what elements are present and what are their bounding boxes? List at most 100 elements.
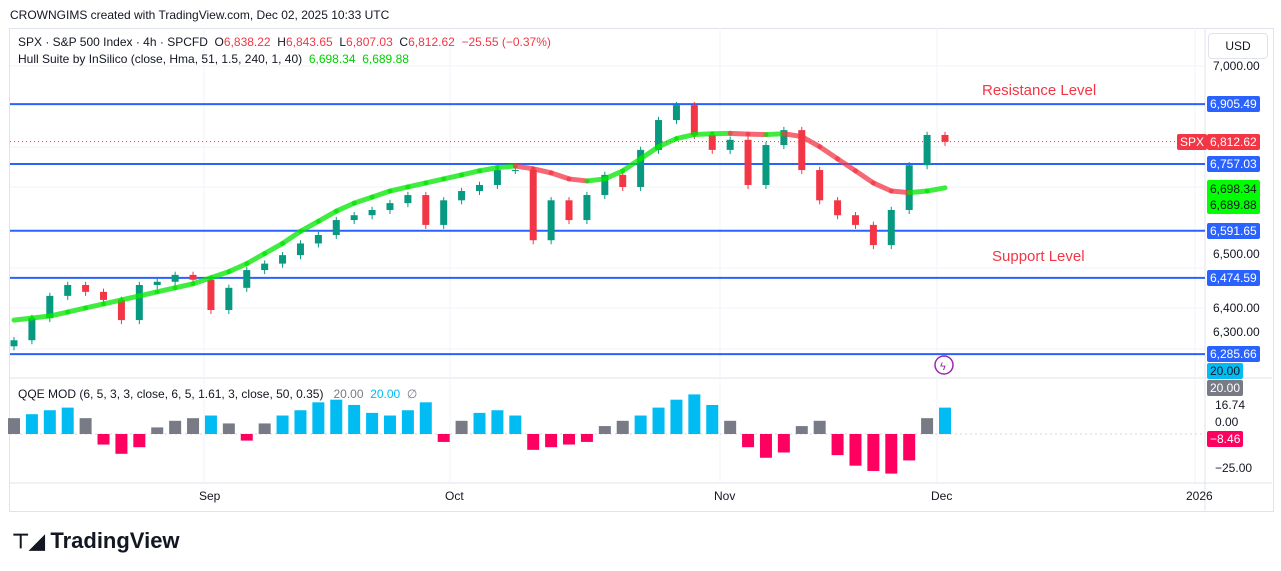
candle-body — [261, 263, 269, 271]
low-label: L — [339, 35, 347, 49]
candle-body — [798, 130, 806, 171]
candle-body — [10, 340, 18, 347]
candle-body — [887, 209, 895, 246]
hull-segment — [835, 156, 858, 174]
hull-segment — [673, 132, 697, 142]
hull-segment — [369, 188, 393, 200]
hull-segment — [870, 180, 894, 194]
level-price-label: 6,591.65 — [1207, 222, 1260, 239]
candle-body — [153, 281, 161, 285]
qqe-histogram-bar — [634, 415, 647, 434]
hull-segment — [888, 188, 912, 196]
candle-body — [314, 234, 322, 244]
qqe-histogram-bar — [348, 404, 361, 434]
hull-segment — [315, 208, 339, 224]
qqe-histogram-bar — [509, 415, 522, 434]
hull-segment — [65, 305, 89, 315]
level-price-label: 6,474.59 — [1207, 269, 1260, 286]
symbol-info[interactable]: SPX · S&P 500 Index · 4h · SPCFD — [18, 35, 208, 49]
candle-body — [529, 170, 537, 241]
time-axis-label: Nov — [714, 489, 736, 503]
time-axis-label: Dec — [931, 489, 953, 503]
candle-body — [386, 203, 394, 210]
hull-segment — [47, 309, 71, 319]
candle-body — [655, 120, 663, 150]
hull-segment — [584, 176, 608, 184]
qqe-histogram-bar — [366, 412, 379, 434]
hull-segment — [172, 281, 196, 291]
hull-segment — [280, 228, 303, 246]
open-label: O — [214, 35, 224, 49]
resistance-annotation: Resistance Level — [982, 82, 1097, 99]
qqe-histogram-bar — [921, 418, 934, 434]
qqe-histogram-bar — [563, 434, 576, 445]
qqe-histogram-bar — [706, 404, 719, 434]
hull-segment — [262, 240, 286, 257]
hull-segment — [101, 297, 124, 307]
hull-segment — [11, 315, 35, 323]
candle-body — [619, 174, 627, 187]
qqe-histogram-bar — [133, 434, 146, 448]
qqe-histogram-bar — [670, 399, 683, 434]
candle-body — [941, 134, 949, 142]
qqe-histogram-bar — [240, 434, 253, 441]
hull-segment — [763, 131, 787, 138]
candle-body — [368, 209, 376, 216]
hull-segment — [118, 293, 142, 303]
candle-body — [458, 191, 466, 201]
qqe-histogram-bar — [419, 402, 432, 434]
hull-value-2: 6,689.88 — [362, 52, 409, 66]
qqe-histogram-bar — [688, 394, 701, 434]
lightning-icon-glyph: ϟ — [940, 361, 946, 373]
qqe-histogram-bar — [276, 415, 289, 434]
hull-segment — [208, 269, 232, 281]
qqe-histogram-bar — [903, 434, 916, 461]
chart-frame — [9, 28, 1274, 512]
qqe-histogram-bar — [813, 420, 826, 434]
qqe-histogram-bar — [169, 420, 182, 434]
candle-body — [690, 105, 698, 135]
lightning-icon — [934, 355, 954, 375]
candle-body — [404, 195, 412, 204]
hull-value-1: 6,698.34 — [308, 52, 356, 66]
hull-segment — [781, 131, 805, 140]
hull-segment — [477, 165, 500, 174]
candle-body — [851, 215, 859, 225]
hull-segment — [656, 136, 679, 150]
qqe-axis-label: 16.74 — [1215, 398, 1246, 412]
candle-body — [780, 130, 788, 146]
candle-body — [189, 274, 197, 280]
candle-body — [511, 170, 519, 172]
qqe-histogram-bar — [795, 426, 808, 434]
candle-body — [834, 200, 842, 216]
qqe-indicator-name[interactable]: QQE MOD (6, 5, 3, 3, close, 6, 5, 1.61, … — [18, 387, 324, 401]
qqe-histogram-bar — [867, 434, 880, 471]
hull-segment — [190, 275, 214, 287]
candle-body — [493, 170, 501, 185]
qqe-value-2: 20.00 — [370, 387, 401, 401]
currency-button[interactable]: USD — [1208, 33, 1268, 59]
low-value: 6,807.03 — [346, 35, 393, 49]
hull-segment — [333, 200, 357, 214]
candle-body — [637, 149, 645, 187]
qqe-histogram-bar — [8, 418, 20, 434]
legend-row-main: SPX · S&P 500 Index · 4h · SPCFD O6,838.… — [18, 35, 551, 49]
hull-segment — [405, 180, 429, 190]
qqe-histogram-bar — [187, 418, 200, 434]
close-label: C — [399, 35, 409, 49]
qqe-histogram-bar — [115, 434, 128, 454]
candle-body — [64, 284, 72, 296]
candle-body — [440, 200, 448, 225]
qqe-histogram-bar — [312, 402, 325, 434]
hull-segment — [83, 301, 107, 311]
hull-segment — [924, 185, 948, 194]
tradingview-logo: ⊤◢ TradingView — [12, 528, 180, 553]
hull-segment — [459, 168, 482, 178]
qqe-histogram-bar — [849, 434, 862, 466]
price-tick-label: 7,000.00 — [1213, 59, 1260, 73]
hull-indicator-name[interactable]: Hull Suite by InSilico (close, Hma, 51, … — [18, 52, 303, 66]
hull-segment — [512, 163, 536, 172]
hull-segment — [29, 313, 53, 321]
candle-body — [100, 291, 108, 300]
